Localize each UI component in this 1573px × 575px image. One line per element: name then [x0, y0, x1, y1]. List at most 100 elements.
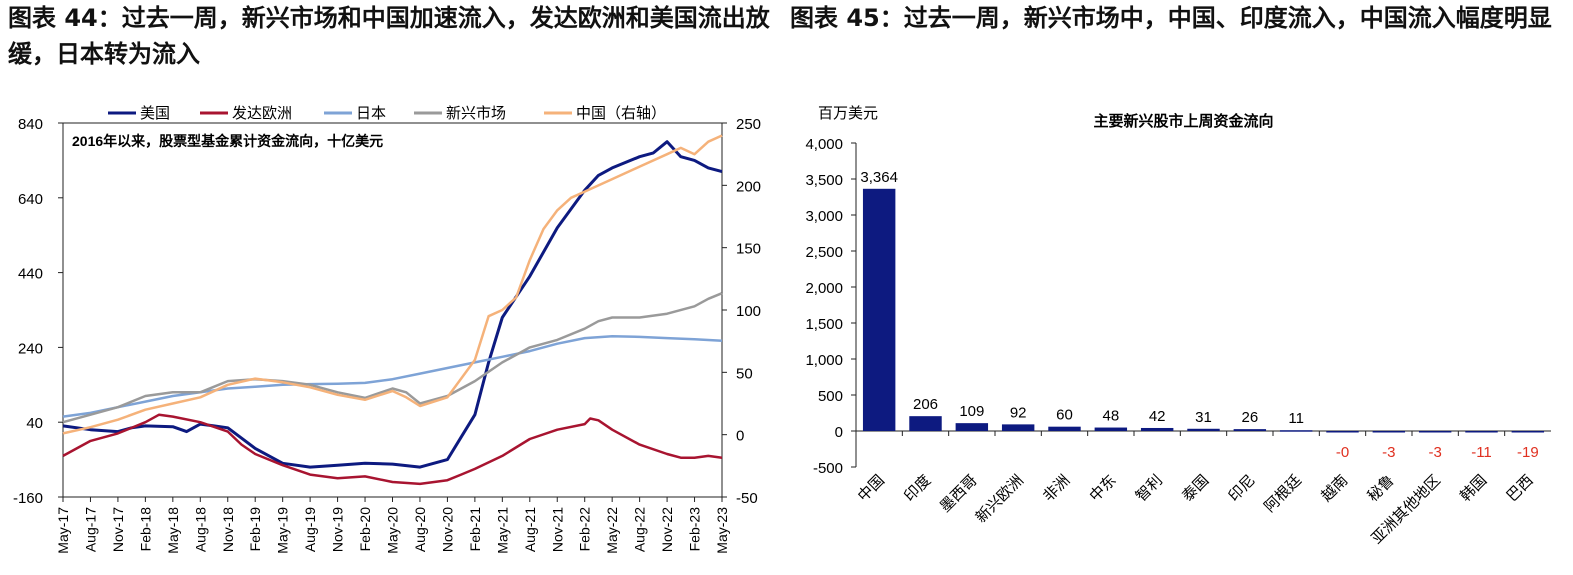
y-tick-label: 2,000 — [805, 280, 843, 297]
y-tick-label: 500 — [818, 388, 843, 405]
y-right-tick-label: -50 — [736, 490, 758, 507]
bar-value-label: 92 — [1010, 404, 1027, 421]
bar — [909, 416, 942, 431]
bar-value-label: 3,364 — [860, 169, 898, 186]
bar — [862, 188, 896, 431]
bar-value-label: -3 — [1428, 444, 1441, 461]
bar — [1326, 431, 1359, 433]
figure-45-title: 图表 45：过去一周，新兴市场中，中国、印度流入，中国流入幅度明显 — [790, 4, 1552, 32]
x-tick-label: Nov-17 — [110, 507, 126, 552]
x-tick-label: May-19 — [275, 507, 291, 554]
x-category-label: 中东 — [1086, 472, 1119, 505]
x-category-label: 非洲 — [1040, 472, 1073, 505]
legend-label: 中国（右轴） — [576, 105, 666, 122]
bar-value-label: 42 — [1149, 408, 1166, 425]
bar — [1001, 424, 1035, 431]
x-category-label: 巴西 — [1503, 472, 1536, 505]
bar-value-label: -3 — [1382, 444, 1395, 461]
bar — [1048, 426, 1081, 431]
x-tick-label: Feb-20 — [357, 507, 373, 552]
plot-area-frame — [62, 122, 723, 498]
y-tick-label: 3,500 — [805, 172, 843, 189]
y-right-tick-label: 250 — [736, 116, 761, 133]
x-tick-label: May-20 — [385, 507, 401, 554]
y-tick-label: 1,000 — [805, 352, 843, 369]
x-tick-label: Feb-23 — [687, 507, 703, 552]
legend-label: 新兴市场 — [446, 105, 506, 122]
x-tick-label: Nov-18 — [220, 507, 236, 552]
x-tick-label: Aug-17 — [82, 507, 98, 552]
x-tick-label: Aug-18 — [192, 507, 208, 552]
bar-value-label: 48 — [1102, 408, 1119, 425]
bar-value-label: 109 — [959, 403, 984, 420]
chart-title: 主要新兴股市上周资金流向 — [1093, 112, 1273, 130]
x-tick-label: Aug-22 — [632, 507, 648, 552]
y-right-tick-label: 0 — [736, 428, 744, 445]
cumulative-flow-line-chart: 840 640 440 240 40 -160 250 200 150 100 50 0 -50 May-… — [13, 105, 761, 554]
bar — [955, 423, 989, 431]
em-weekly-flow-bar-chart: 百万美元 主要新兴股市上周资金流向 4,000 3,500 3,000 2,500 2,00… — [805, 105, 1551, 547]
x-tick-label: Nov-22 — [659, 507, 675, 552]
y-left-tick-label: -160 — [13, 490, 43, 507]
y-right-tick-label: 150 — [736, 241, 761, 258]
x-tick-label: May-17 — [55, 507, 71, 554]
legend-label: 美国 — [140, 105, 170, 122]
x-tick-label: Feb-21 — [467, 507, 483, 552]
y-axis-unit-label: 百万美元 — [818, 105, 878, 122]
bar — [1233, 429, 1267, 431]
x-category-label: 新兴欧洲 — [973, 472, 1027, 526]
bar-value-label: 26 — [1241, 409, 1258, 426]
x-tick-label: May-18 — [165, 507, 181, 554]
series-line-2 — [62, 413, 723, 486]
bar — [1465, 431, 1498, 433]
x-tick-label: May-21 — [494, 507, 510, 554]
y-tick-label: 4,000 — [805, 136, 843, 153]
y-right-tick-label: 100 — [736, 303, 761, 320]
x-category-label: 泰国 — [1179, 472, 1212, 505]
series-line-1 — [62, 140, 723, 469]
x-tick-label: May-22 — [604, 507, 620, 554]
y-tick-label: 2,500 — [805, 244, 843, 261]
x-category-label: 阿根廷 — [1261, 472, 1305, 516]
y-tick-label: -500 — [813, 460, 843, 477]
y-left-tick-label: 640 — [18, 191, 43, 208]
y-right-tick-label: 50 — [736, 365, 753, 382]
x-category-label: 韩国 — [1457, 472, 1490, 505]
bar-value-label: 206 — [913, 396, 938, 413]
x-category-label: 印度 — [901, 472, 934, 505]
bar — [1187, 428, 1220, 431]
x-category-label: 越南 — [1318, 472, 1351, 505]
figure-44-title: 图表 44：过去一周，新兴市场和中国加速流入，发达欧洲和美国流出放缓，日本转为流… — [8, 4, 770, 68]
chart-annotation: 2016年以来，股票型基金累计资金流向，十亿美元 — [72, 133, 383, 149]
x-tick-label: Feb-19 — [247, 507, 263, 552]
x-tick-label: Feb-18 — [137, 507, 153, 552]
x-category-label: 秘鲁 — [1364, 472, 1397, 505]
y-left-tick-label: 240 — [18, 340, 43, 357]
x-tick-label: Feb-22 — [577, 507, 593, 552]
legend-label: 日本 — [356, 105, 386, 122]
x-tick-label: Aug-19 — [302, 507, 318, 552]
series-line-5 — [62, 134, 723, 435]
y-left-tick-label: 840 — [18, 116, 43, 133]
x-category-label: 中国 — [855, 472, 888, 505]
x-tick-label: Aug-20 — [412, 507, 428, 552]
bar — [1094, 427, 1128, 431]
series-line-3 — [62, 334, 723, 418]
x-category-label: 印尼 — [1225, 472, 1258, 505]
x-tick-label: Nov-19 — [330, 507, 346, 552]
bar — [1140, 427, 1174, 431]
bar — [1279, 430, 1313, 432]
x-tick-label: Nov-21 — [549, 507, 565, 552]
bar-value-label: 60 — [1056, 407, 1073, 424]
y-tick-label: 3,000 — [805, 208, 843, 225]
x-category-label: 智利 — [1132, 471, 1166, 505]
bar-value-label: 31 — [1195, 409, 1212, 426]
bar — [1418, 431, 1452, 433]
y-left-tick-label: 440 — [18, 266, 43, 283]
bar-value-label: 11 — [1288, 410, 1304, 427]
y-left-tick-label: 40 — [26, 415, 43, 432]
bar-value-label: -19 — [1517, 444, 1539, 461]
bar — [1372, 431, 1406, 433]
y-tick-label: 0 — [835, 424, 843, 441]
x-category-label: 墨西哥 — [937, 472, 981, 516]
